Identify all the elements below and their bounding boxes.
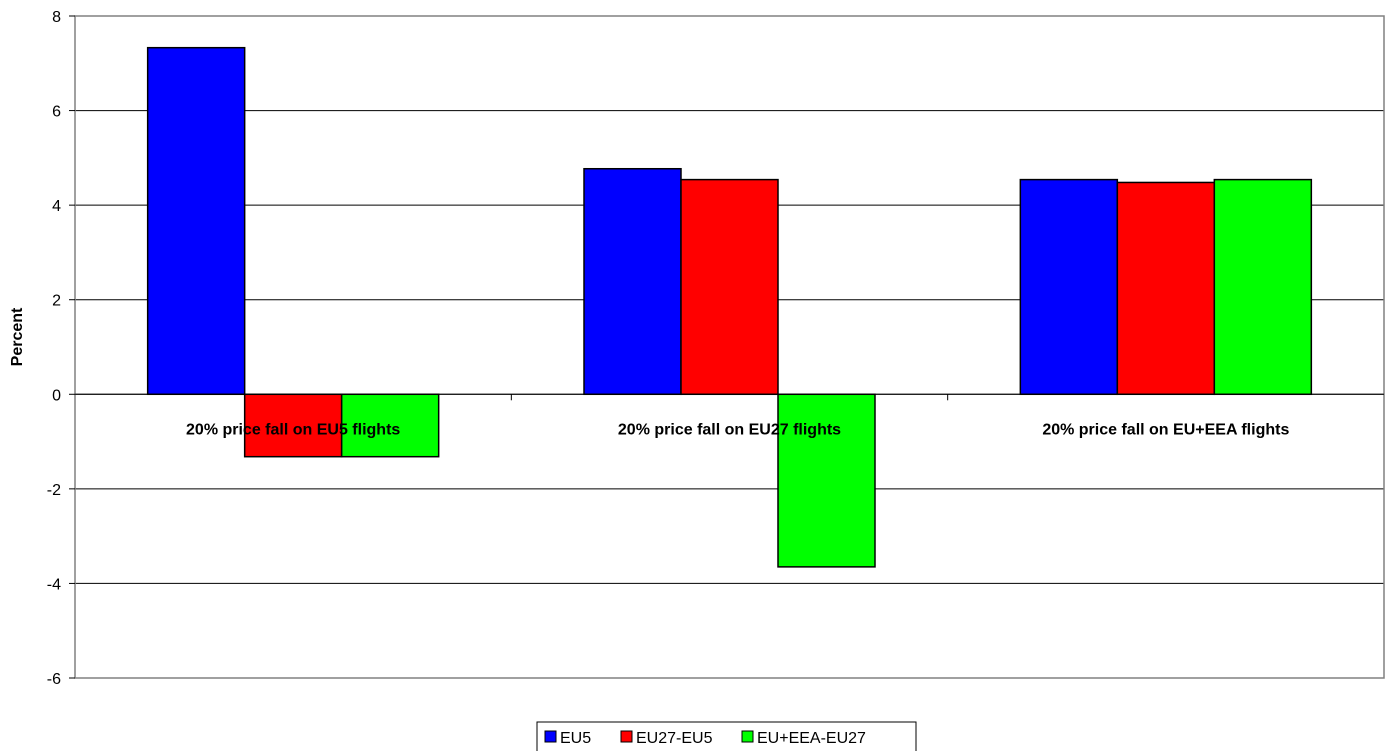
- bar-eu27-eu5-1: [680, 178, 779, 396]
- y-tick-label: -6: [47, 671, 61, 688]
- bar-eu27-eu5-2: [1116, 181, 1216, 396]
- bar-eu5-0: [146, 46, 246, 396]
- legend-label: EU5: [560, 730, 591, 747]
- bar-eu27-eu5-0: [243, 393, 343, 458]
- category-labels: 20% price fall on EU5 flights 20% price f…: [186, 421, 1289, 438]
- bar-eu-eea-eu27-0: [340, 393, 440, 458]
- y-tick-label: -4: [47, 576, 61, 593]
- legend-swatch: [741, 730, 754, 743]
- legend: EU5 EU27-EU5 EU+EEA-EU27: [536, 721, 917, 751]
- y-tick-label: 6: [52, 104, 61, 121]
- bar-eu-eea-eu27-1: [777, 393, 876, 568]
- category-label: 20% price fall on EU27 flights: [618, 421, 841, 438]
- category-label: 20% price fall on EU5 flights: [186, 421, 400, 438]
- legend-label: EU27-EU5: [636, 730, 713, 747]
- zero-axis: [75, 393, 1384, 401]
- legend-swatch: [544, 730, 557, 743]
- bar-eu-eea-eu27-2: [1213, 178, 1313, 396]
- legend-box: [536, 721, 917, 751]
- y-tick-label: 2: [52, 293, 61, 310]
- bar-eu5-2: [1019, 178, 1119, 396]
- legend-swatch: [620, 730, 633, 743]
- category-label: 20% price fall on EU+EEA flights: [1042, 421, 1289, 438]
- bars: [146, 46, 1313, 568]
- y-tick-label: 0: [52, 387, 61, 404]
- y-axis-label: Percent: [9, 307, 26, 366]
- y-tick-label: 8: [52, 9, 61, 26]
- plot-area-border: [74, 15, 1385, 679]
- y-tick-label: 4: [52, 198, 61, 215]
- bar-eu5-1: [583, 167, 682, 396]
- y-tick-label: -2: [47, 482, 61, 499]
- y-axis-ticks: 8 6 4 2 0 -2 -4 -6: [47, 9, 75, 688]
- legend-label: EU+EEA-EU27: [757, 730, 866, 747]
